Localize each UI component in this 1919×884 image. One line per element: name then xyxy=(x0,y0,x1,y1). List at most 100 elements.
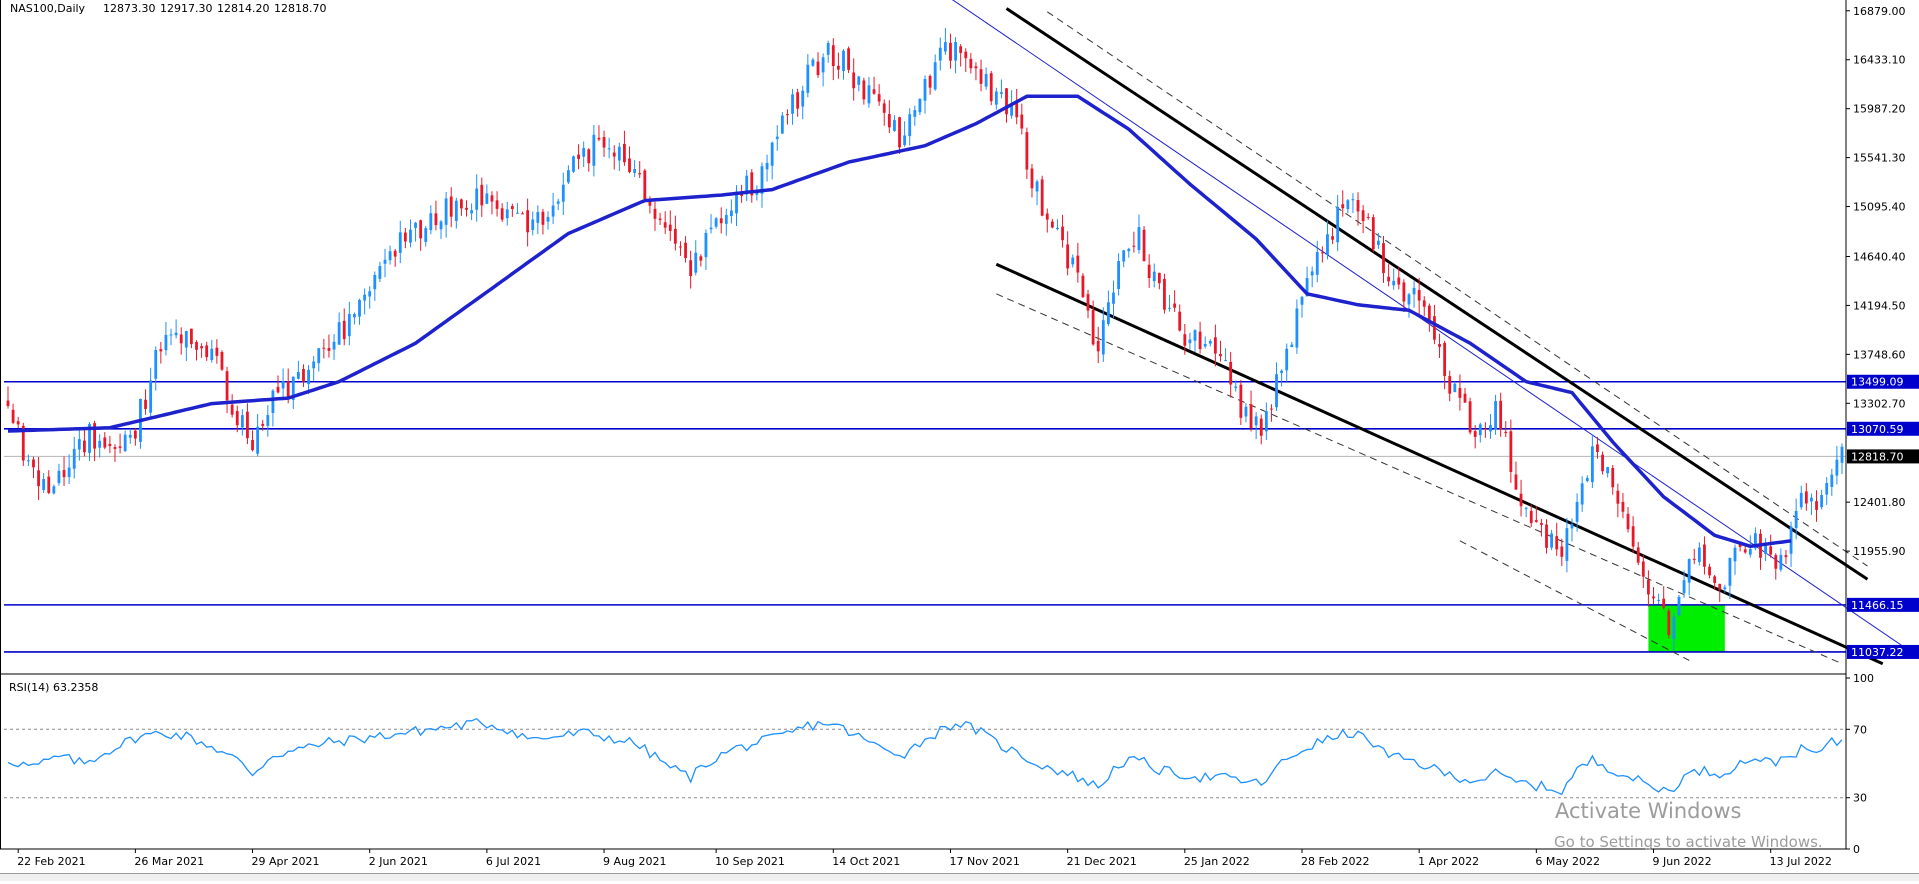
candle xyxy=(1152,263,1156,288)
trendline-upper-channel[interactable] xyxy=(1005,7,1869,581)
candle xyxy=(1708,563,1711,579)
candle xyxy=(954,37,957,74)
candle-body xyxy=(689,260,693,277)
candle xyxy=(638,161,642,179)
candle-body xyxy=(444,198,448,225)
candle xyxy=(317,347,321,372)
candle-body xyxy=(1066,244,1070,269)
candle xyxy=(205,341,209,361)
candle-body xyxy=(403,232,407,242)
candle-body xyxy=(719,218,723,224)
candle xyxy=(1840,443,1844,474)
candle-body xyxy=(312,361,316,369)
candle-body xyxy=(949,42,952,61)
candle-body xyxy=(969,58,973,69)
candle-body xyxy=(1738,544,1742,547)
candle xyxy=(67,454,71,485)
candle xyxy=(994,87,998,110)
candle xyxy=(847,46,850,74)
candle xyxy=(786,109,789,125)
candle xyxy=(383,248,387,278)
candle xyxy=(505,201,509,226)
candle xyxy=(118,433,122,454)
candle-body xyxy=(862,80,866,100)
candle-body xyxy=(1387,276,1390,282)
candle-body xyxy=(1616,490,1620,504)
candle xyxy=(745,169,749,201)
candle xyxy=(959,44,963,67)
candle xyxy=(1794,498,1798,540)
candle-body xyxy=(898,117,901,148)
candle-body xyxy=(159,349,163,352)
candle-body xyxy=(37,470,40,487)
candle-body xyxy=(1718,583,1722,590)
candle-body xyxy=(842,50,845,71)
candle-body xyxy=(1168,307,1171,309)
trendline-upper-channel-parallel[interactable] xyxy=(1046,11,1868,567)
candle-body xyxy=(1534,520,1538,522)
candle-body xyxy=(1662,598,1666,608)
candle xyxy=(1076,242,1080,283)
candle-body xyxy=(72,448,76,469)
candle xyxy=(1183,324,1187,355)
candle xyxy=(353,312,356,325)
trendline-lower-channel-parallel[interactable] xyxy=(996,293,1843,665)
candle xyxy=(1626,506,1630,533)
candle xyxy=(1453,381,1457,393)
candle-body xyxy=(1478,424,1482,436)
time-tick-label: 21 Dec 2021 xyxy=(1067,855,1137,868)
candle xyxy=(1692,548,1696,565)
candle xyxy=(1550,529,1554,551)
candle xyxy=(811,57,815,67)
candle-body xyxy=(200,346,203,349)
candle-body xyxy=(770,142,774,166)
time-tick-label: 2 Jun 2021 xyxy=(369,855,428,868)
candle xyxy=(719,207,723,234)
candle-body xyxy=(643,170,647,199)
candle-body xyxy=(393,250,397,257)
price-tick-label: 16879.00 xyxy=(1853,5,1906,18)
candle xyxy=(1422,296,1426,316)
candle xyxy=(133,427,137,446)
candle-body xyxy=(1494,401,1497,430)
candle xyxy=(1672,613,1676,651)
candle xyxy=(1397,266,1401,290)
time-tick-label: 6 May 2022 xyxy=(1535,855,1600,868)
price-tick-label: 15541.30 xyxy=(1853,152,1906,165)
candle xyxy=(358,298,361,325)
candle xyxy=(1071,254,1075,268)
candle-body xyxy=(424,228,428,242)
chart-tab-strip[interactable] xyxy=(0,873,1919,881)
candle xyxy=(1157,272,1161,290)
level-label-3: 11037.22 xyxy=(1851,646,1904,659)
trendline-lower-channel[interactable] xyxy=(995,262,1884,666)
candle-body xyxy=(954,42,957,61)
candle xyxy=(347,301,351,346)
candle-body xyxy=(322,347,326,349)
candle-body xyxy=(1086,294,1090,311)
time-tick-label: 25 Jan 2022 xyxy=(1184,855,1250,868)
candle xyxy=(169,328,173,346)
candle xyxy=(409,219,412,248)
candle-body xyxy=(1122,250,1126,262)
candle-body xyxy=(1377,240,1380,245)
candle-body xyxy=(612,152,616,157)
candle xyxy=(1677,595,1681,617)
candle-body xyxy=(388,251,392,261)
candle xyxy=(327,334,331,358)
candle-body xyxy=(1061,226,1064,241)
candle xyxy=(1219,340,1222,362)
candle xyxy=(780,112,784,135)
candle-body xyxy=(1784,555,1788,558)
candle-body xyxy=(989,73,993,102)
candle xyxy=(1514,461,1518,490)
candle-body xyxy=(1081,275,1085,298)
candle-body xyxy=(189,328,193,345)
candle xyxy=(1815,490,1818,522)
time-tick-label: 28 Feb 2022 xyxy=(1301,855,1369,868)
candle-body xyxy=(1341,204,1345,209)
candle xyxy=(516,203,519,214)
header-high: 12917.30 xyxy=(160,2,213,15)
candle xyxy=(378,261,382,283)
candle-body xyxy=(633,169,637,173)
